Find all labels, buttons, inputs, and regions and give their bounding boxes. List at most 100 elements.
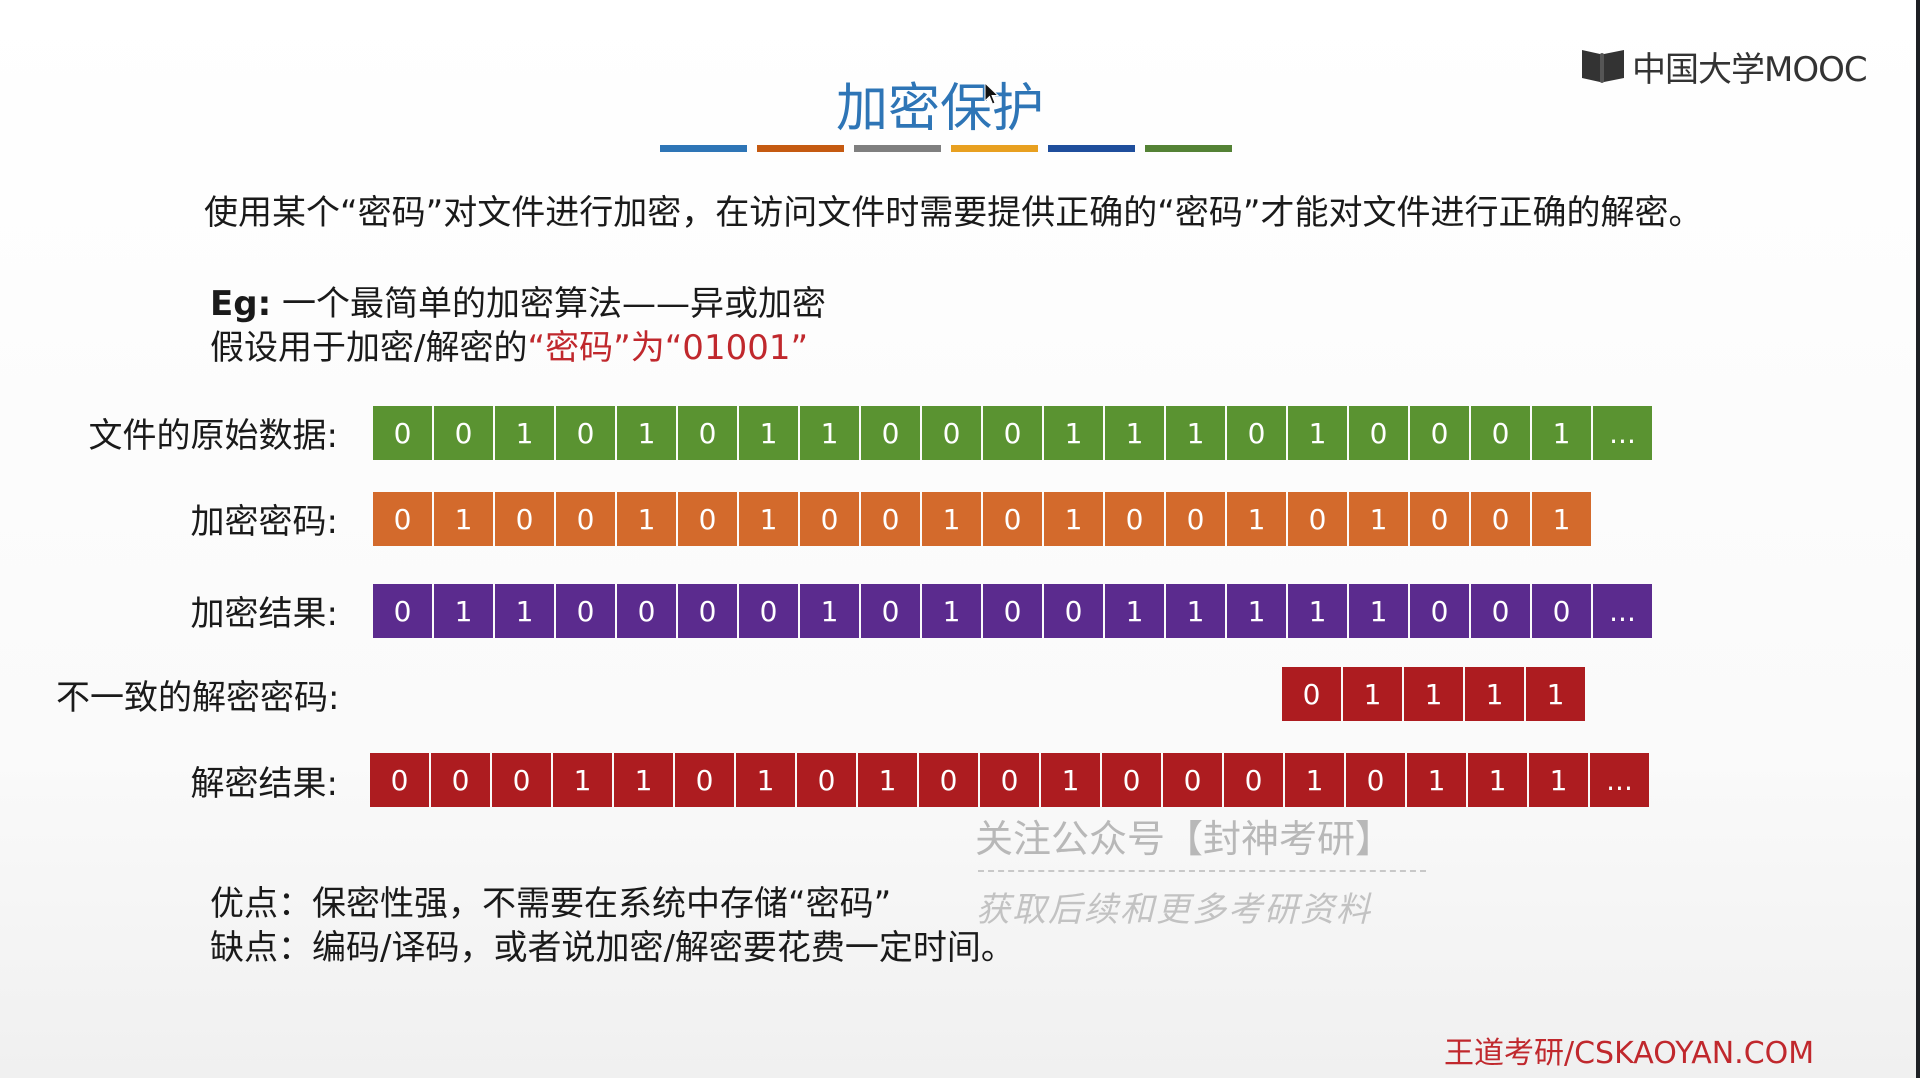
- eg-text: 一个最简单的加密算法——异或加密: [281, 284, 826, 324]
- bit-cell: 0: [1224, 753, 1283, 807]
- intro-text: 使用某个“密码”对文件进行加密，在访问文件时需要提供正确的“密码”才能对文件进行…: [204, 193, 1703, 233]
- bit-cell: 0: [1471, 492, 1530, 546]
- bits-original: 0 0 1 0 1 0 1 1 0 0 0 1 1 1 0 1 0 0 0 1...: [373, 406, 1654, 460]
- bit-cell: 1: [1532, 492, 1591, 546]
- bit-cell: 0: [922, 406, 981, 460]
- bit-cell: ...: [1593, 406, 1652, 460]
- bit-cell: 0: [1471, 406, 1530, 460]
- bit-cell: 1: [495, 406, 554, 460]
- password-prefix: 假设用于加密/解密的: [210, 328, 528, 368]
- bit-cell: 0: [1346, 753, 1405, 807]
- bit-cell: 0: [1227, 406, 1286, 460]
- bit-cell: 1: [1285, 753, 1344, 807]
- watermark-follow: 关注公众号【封神考研】: [975, 817, 1394, 861]
- bit-cell: 0: [678, 406, 737, 460]
- password-line: 假设用于加密/解密的“密码”为“01001”: [210, 320, 808, 369]
- bit-cell: 1: [617, 406, 676, 460]
- bit-cell: 1: [739, 406, 798, 460]
- bit-cell: 0: [1044, 584, 1103, 638]
- bit-cell: 1: [1166, 406, 1225, 460]
- bit-cell: 0: [983, 492, 1042, 546]
- bit-cell: 0: [556, 406, 615, 460]
- bit-cell: 1: [1105, 584, 1164, 638]
- bit-cell: 1: [1532, 406, 1591, 460]
- bit-cell: 0: [1349, 406, 1408, 460]
- bit-cell: 0: [431, 753, 490, 807]
- footer-brand: 王道考研/CSKAOYAN.COM: [1444, 1036, 1815, 1071]
- mouse-cursor-icon: [984, 82, 1000, 105]
- bit-cell: 1: [1465, 667, 1524, 721]
- bit-cell: 1: [1526, 667, 1585, 721]
- bit-cell: 1: [1288, 584, 1347, 638]
- title-bar-3: [951, 145, 1038, 152]
- bit-cell: 0: [1163, 753, 1222, 807]
- bit-cell: 0: [1410, 492, 1469, 546]
- bit-cell: 1: [1288, 406, 1347, 460]
- bit-cell: 0: [983, 584, 1042, 638]
- bit-cell: 1: [800, 584, 859, 638]
- row-label-original: 文件的原始数据:: [88, 416, 338, 456]
- bit-cell: ...: [1593, 584, 1652, 638]
- bit-cell: 1: [922, 492, 981, 546]
- bit-cell: 0: [1282, 667, 1341, 721]
- bit-cell: 0: [861, 406, 920, 460]
- bit-cell: 0: [373, 492, 432, 546]
- bit-cell: 1: [617, 492, 676, 546]
- bit-cell: 0: [556, 492, 615, 546]
- row-label-encrypted: 加密结果:: [190, 594, 338, 634]
- row-label-decrypted: 解密结果:: [190, 764, 338, 804]
- bit-cell: 0: [1410, 406, 1469, 460]
- bit-cell: 1: [922, 584, 981, 638]
- eg-prefix: Eg:: [210, 284, 272, 324]
- bit-cell: 0: [739, 584, 798, 638]
- bit-cell: 1: [434, 584, 493, 638]
- bit-cell: 0: [1166, 492, 1225, 546]
- bit-cell: 1: [1044, 406, 1103, 460]
- bit-cell: 1: [1343, 667, 1402, 721]
- bit-cell: 1: [1041, 753, 1100, 807]
- bits-encrypted: 0 1 1 0 0 0 0 1 0 1 0 0 1 1 1 1 1 0 0 0...: [373, 584, 1654, 638]
- title-bar-2: [854, 145, 941, 152]
- bit-cell: 0: [556, 584, 615, 638]
- password-value: “密码”为“01001”: [527, 328, 809, 368]
- bit-cell: 1: [1044, 492, 1103, 546]
- bit-cell: 0: [1288, 492, 1347, 546]
- title-bar-4: [1048, 145, 1135, 152]
- cons-text: 缺点：编码/译码，或者说加密/解密要花费一定时间。: [210, 928, 1015, 968]
- bit-cell: 1: [1349, 584, 1408, 638]
- bit-cell: 0: [678, 584, 737, 638]
- bits-decrypted: 0 0 0 1 1 0 1 0 1 0 0 1 0 0 0 1 0 1 1 1...: [370, 753, 1651, 807]
- bit-cell: 0: [861, 492, 920, 546]
- bit-cell: 1: [553, 753, 612, 807]
- bit-cell: 0: [980, 753, 1039, 807]
- book-icon: [1582, 50, 1624, 83]
- bit-cell: 1: [739, 492, 798, 546]
- bit-cell: 1: [614, 753, 673, 807]
- bit-cell: 1: [858, 753, 917, 807]
- bit-cell: 0: [675, 753, 734, 807]
- bit-cell: 0: [1102, 753, 1161, 807]
- bit-cell: 0: [797, 753, 856, 807]
- bit-cell: 1: [1407, 753, 1466, 807]
- bit-cell: 0: [373, 406, 432, 460]
- bit-cell: 1: [1227, 584, 1286, 638]
- mooc-logo: 中国大学MOOC: [1580, 44, 1868, 90]
- bit-cell: 1: [1166, 584, 1225, 638]
- bit-cell: 1: [1105, 406, 1164, 460]
- bit-cell: 1: [1404, 667, 1463, 721]
- bit-cell: 1: [1349, 492, 1408, 546]
- bit-cell: 0: [1532, 584, 1591, 638]
- row-label-wrong-key: 不一致的解密密码:: [56, 678, 340, 718]
- bit-cell: 0: [678, 492, 737, 546]
- logo-text: 中国大学MOOC: [1632, 49, 1868, 90]
- bit-cell: 1: [1227, 492, 1286, 546]
- bit-cell: 1: [1468, 753, 1527, 807]
- bit-cell: 0: [919, 753, 978, 807]
- bit-cell: 0: [1471, 584, 1530, 638]
- bit-cell: 1: [800, 406, 859, 460]
- example-line: Eg: 一个最简单的加密算法——异或加密: [210, 276, 826, 325]
- bit-cell: 0: [800, 492, 859, 546]
